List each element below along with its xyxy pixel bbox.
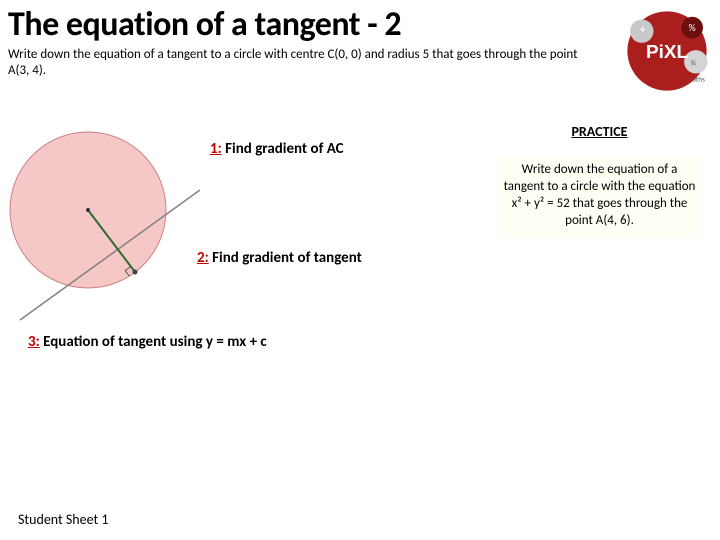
circle-diagram (0, 130, 200, 330)
step-1-number: 1: (210, 140, 222, 158)
step-2-text: Find gradient of tangent (209, 249, 362, 267)
practice-title-wrap: PRACTICE (497, 136, 702, 155)
step-3-text: Equation of tangent using y = mx + c (40, 333, 267, 351)
svg-text:maths: maths (687, 75, 705, 84)
practice-text: Write down the equation of a tangent to … (501, 162, 698, 230)
svg-text:¾: ¾ (690, 58, 696, 68)
step-2: 2: Find gradient of tangent (197, 249, 362, 267)
step-3: 3: Equation of tangent using y = mx + c (28, 333, 267, 351)
step-1-text: Find gradient of AC (222, 140, 344, 158)
page-title: The equation of a tangent - 2 (0, 0, 720, 45)
svg-text:%: % (689, 22, 696, 34)
practice-title: PRACTICE (565, 123, 633, 140)
step-1: 1: Find gradient of AC (210, 140, 344, 158)
svg-text:+: + (640, 23, 646, 36)
practice-box: Write down the equation of a tangent to … (497, 158, 702, 238)
svg-text:PiXL: PiXL (646, 42, 688, 63)
pixl-logo: + % ¾ PiXL maths (622, 6, 712, 96)
step-3-number: 3: (28, 333, 40, 351)
step-2-number: 2: (197, 249, 209, 267)
footer-label: Student Sheet 1 (18, 511, 108, 528)
main-prompt: Write down the equation of a tangent to … (0, 45, 590, 80)
